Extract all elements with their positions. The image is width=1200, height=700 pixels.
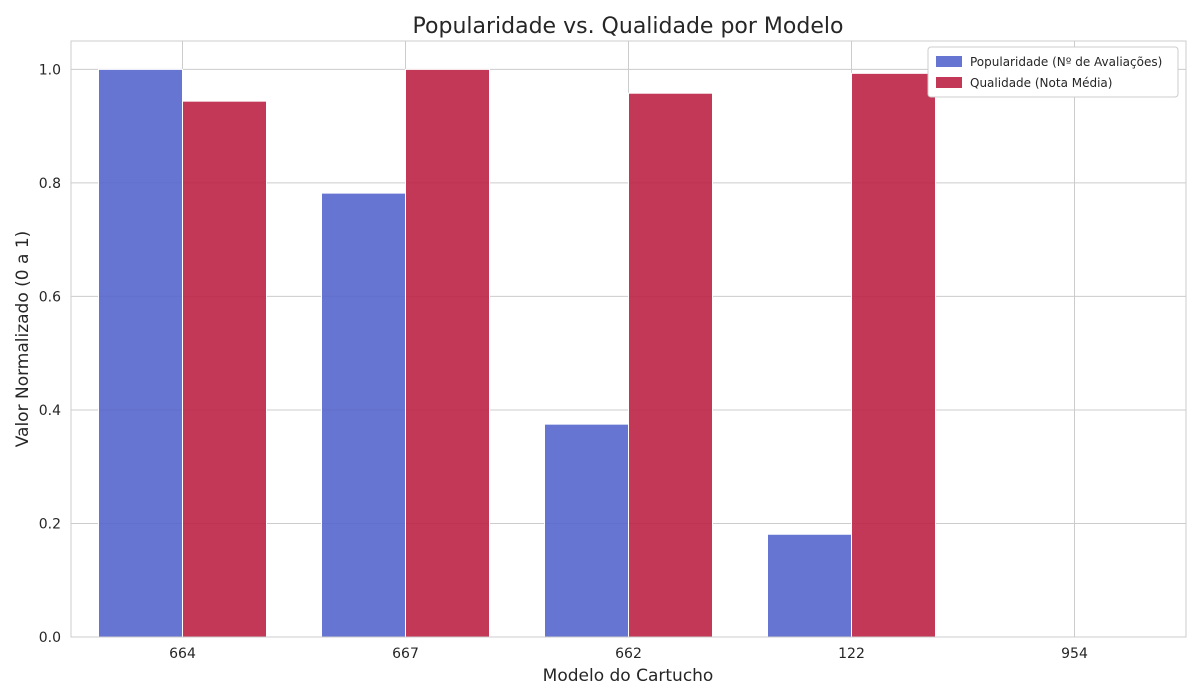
- y-tick-label: 0.6: [39, 289, 61, 305]
- bar-popularidade-664: [98, 68, 183, 638]
- bar-popularidade-662: [544, 423, 629, 638]
- x-tick-label: 122: [838, 646, 865, 662]
- y-tick-label: 0.0: [39, 630, 61, 646]
- legend-entry: Qualidade (Nota Média): [970, 76, 1112, 90]
- legend-entry: Popularidade (Nº de Avaliações): [970, 55, 1162, 69]
- bar-qualidade-664: [182, 100, 267, 638]
- bar-popularidade-667: [321, 192, 406, 638]
- y-axis-label: Valor Normalizado (0 a 1): [13, 231, 33, 448]
- legend-swatch: [936, 77, 962, 88]
- bars: [98, 68, 936, 638]
- y-tick-label: 0.8: [39, 176, 61, 192]
- legend: Popularidade (Nº de Avaliações) Qualidade…: [927, 46, 1179, 98]
- bar-qualidade-122: [851, 72, 936, 638]
- plot-frame: [70, 40, 1187, 638]
- x-tick-label: 664: [169, 646, 196, 662]
- bar-qualidade-667: [405, 68, 490, 638]
- x-axis-label: Modelo do Cartucho: [543, 666, 714, 686]
- x-tick-label: 954: [1061, 646, 1088, 662]
- y-tick-label: 0.2: [39, 516, 61, 532]
- chart-title: Popularidade vs. Qualidade por Modelo: [413, 14, 844, 39]
- tick-labels: 0.0 0.2 0.4 0.6 0.8 1.0 664 667 662 122 954: [39, 62, 1088, 662]
- bar-popularidade-122: [767, 533, 852, 638]
- x-tick-label: 662: [615, 646, 642, 662]
- legend-frame: [927, 46, 1179, 98]
- bar-qualidade-662: [628, 92, 713, 638]
- x-tick-label: 667: [392, 646, 419, 662]
- legend-swatch: [936, 56, 962, 67]
- y-tick-label: 1.0: [39, 62, 61, 78]
- y-tick-label: 0.4: [39, 403, 61, 419]
